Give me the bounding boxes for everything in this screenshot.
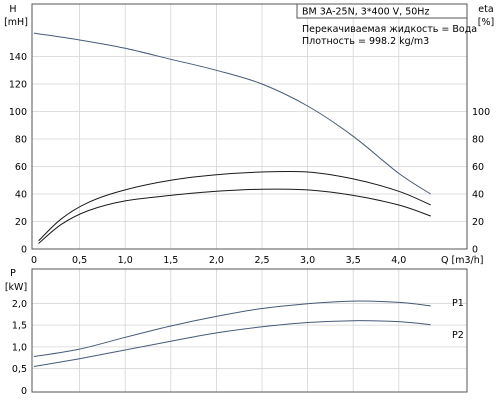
power-curve-p2 — [33, 320, 431, 367]
chart-title-box — [296, 3, 468, 19]
x-tick-label: 0 — [31, 255, 37, 266]
h-tick-label: 140 — [9, 52, 27, 63]
liquid-note: Перекачиваемая жидкость = Вода — [302, 24, 477, 35]
p-tick-label: 1,5 — [12, 321, 27, 332]
series-label-p2: P2 — [452, 330, 464, 341]
curves — [33, 32, 431, 367]
power-curve-p1 — [33, 300, 431, 357]
p-axis-unit: [kW] — [5, 282, 27, 293]
h-tick-label: 40 — [15, 190, 27, 201]
h-tick-label: 100 — [9, 107, 27, 118]
lower-panel-grid — [32, 269, 467, 392]
h-tick-label: 120 — [9, 80, 27, 91]
efficiency-curve-1 — [38, 170, 431, 242]
x-tick-label: 1,0 — [118, 255, 133, 266]
x-tick-label: 2,0 — [209, 255, 224, 266]
h-tick-label: 60 — [15, 162, 27, 173]
x-tick-label: 0,5 — [72, 255, 87, 266]
eta-tick-label: 40 — [472, 190, 484, 201]
x-tick-label: 1,5 — [163, 255, 178, 266]
density-note: Плотность = 998.2 kg/m3 — [302, 36, 429, 47]
eta-tick-label: 0 — [472, 245, 478, 256]
h-tick-label: 20 — [15, 217, 27, 228]
lower-panel-frame — [31, 268, 468, 393]
labels: H [mH] eta [%] Q [m3/h] P [kW] BM 3A-25N… — [4, 3, 494, 341]
x-tick-label: 3,5 — [346, 255, 361, 266]
series-label-p1: P1 — [452, 298, 464, 309]
h-axis-unit: [mH] — [4, 17, 28, 28]
p-axis-label: P — [10, 268, 16, 279]
x-tick-label: 2,5 — [254, 255, 269, 266]
head-curve — [33, 32, 431, 195]
upper-panel-frame — [31, 3, 468, 250]
h-axis-label: H — [9, 4, 16, 15]
p-tick-label: 1,0 — [12, 342, 27, 353]
eta-tick-label: 80 — [472, 135, 484, 146]
x-tick-label: 3,0 — [300, 255, 315, 266]
h-tick-label: 0 — [21, 245, 27, 256]
p-tick-label: 0,5 — [12, 364, 27, 375]
p-tick-label: 0 — [21, 386, 27, 397]
chart-title: BM 3A-25N, 3*400 V, 50Hz — [302, 7, 429, 18]
h-tick-label: 80 — [15, 135, 27, 146]
upper-panel-grid — [32, 4, 467, 249]
eta-tick-label: 100 — [472, 107, 490, 118]
p-tick-label: 2,0 — [12, 299, 27, 310]
efficiency-curve-2 — [38, 188, 431, 244]
x-tick-label: 4,0 — [391, 255, 406, 266]
eta-tick-label: 20 — [472, 217, 484, 228]
tick-labels: 0 0,5 1,0 1,5 2,0 2,5 3,0 3,5 4,0 0 20 40 60 80 100 120… — [9, 52, 490, 397]
eta-axis-label: eta — [478, 4, 493, 15]
q-axis-label: Q [m3/h] — [441, 255, 483, 266]
eta-axis-unit: [%] — [478, 17, 494, 28]
eta-tick-label: 60 — [472, 162, 484, 173]
